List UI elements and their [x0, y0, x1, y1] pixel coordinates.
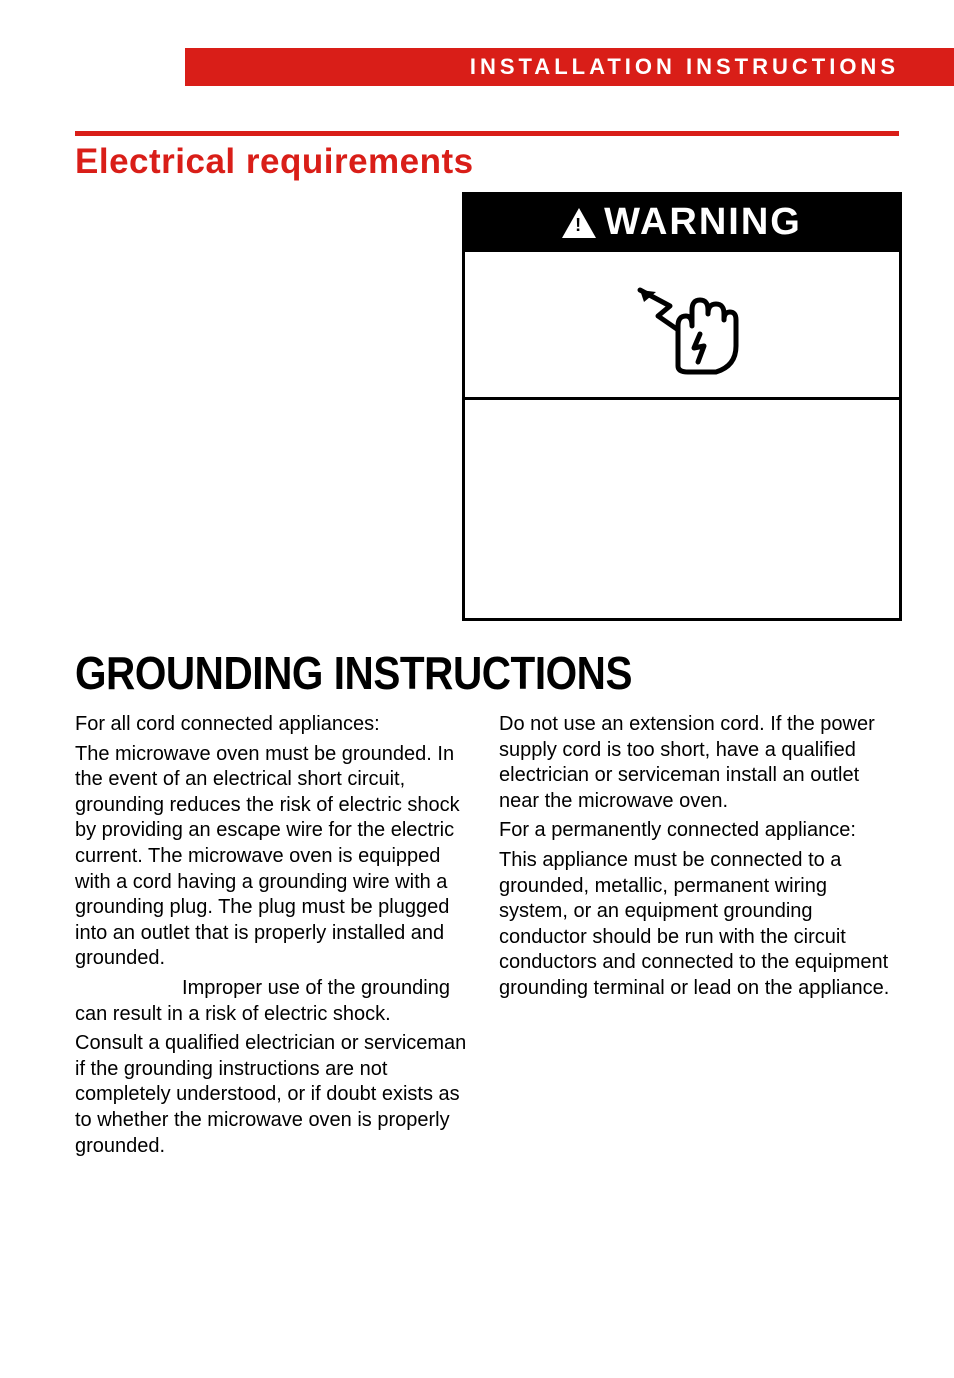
- right-p3: This appliance must be connected to a gr…: [499, 848, 899, 1002]
- right-p1: Do not use an extension cord. If the pow…: [499, 712, 899, 814]
- warning-header: WARNING: [465, 195, 899, 252]
- left-p3: WARNING: Improper use of the grounding c…: [75, 976, 475, 1027]
- left-p2: The microwave oven must be grounded. In …: [75, 742, 475, 972]
- left-column: For all cord connected appliances: The m…: [75, 712, 475, 1163]
- warning-label: WARNING: [604, 201, 802, 244]
- right-p2: For a permanently connected appliance:: [499, 818, 899, 844]
- warning-triangle-icon: [562, 208, 596, 238]
- left-p1: For all cord connected appliances:: [75, 712, 475, 738]
- left-p4: Consult a qualified electrician or servi…: [75, 1031, 475, 1159]
- header-bar-text: INSTALLATION INSTRUCTIONS: [470, 54, 899, 80]
- grounding-title: GROUNDING INSTRUCTIONS: [75, 646, 632, 700]
- section-title: Electrical requirements: [75, 142, 474, 182]
- warning-box: WARNING: [462, 192, 902, 621]
- section-rule: [75, 131, 899, 136]
- warning-body: [465, 400, 899, 618]
- body-columns: For all cord connected appliances: The m…: [75, 712, 899, 1163]
- electric-shock-hand-icon: [622, 268, 742, 383]
- left-p3-rest: Improper use of the grounding can result…: [75, 977, 450, 1025]
- header-bar: INSTALLATION INSTRUCTIONS: [185, 48, 954, 86]
- right-column: Do not use an extension cord. If the pow…: [499, 712, 899, 1163]
- warning-icon-panel: [465, 252, 899, 400]
